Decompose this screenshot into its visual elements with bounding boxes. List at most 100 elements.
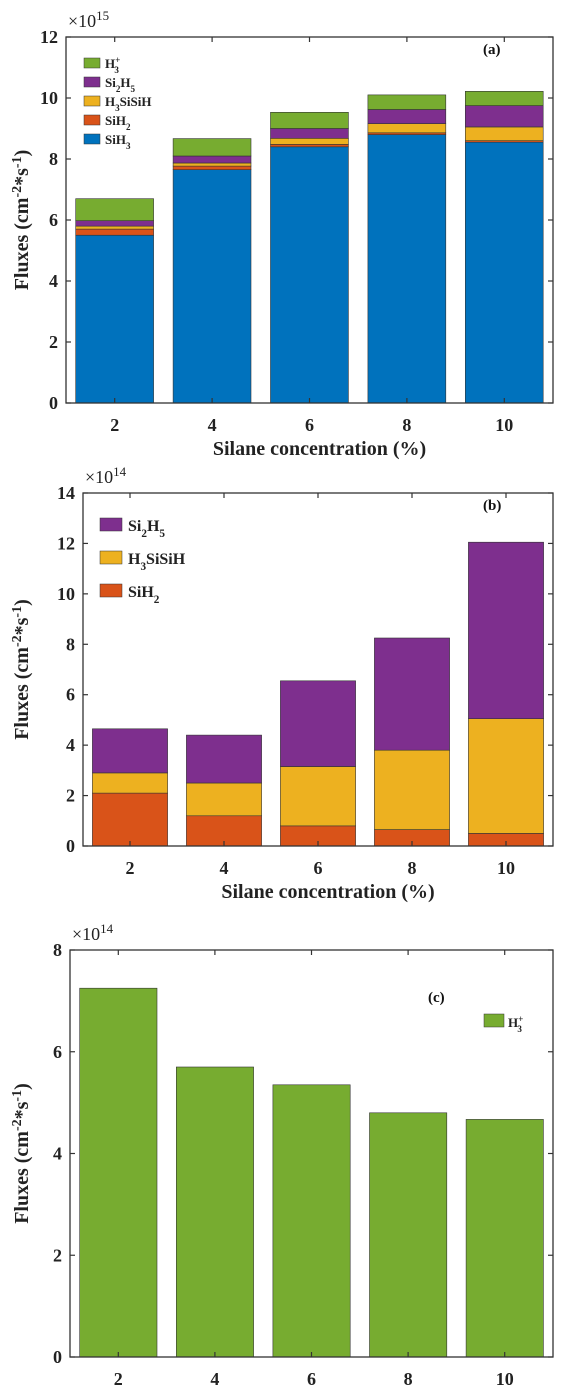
legend-swatch-H3plus bbox=[483, 1013, 505, 1028]
y-tick-label: 10 bbox=[57, 584, 75, 604]
legend-swatch-SiH2 bbox=[99, 583, 123, 598]
y-tick-label: 2 bbox=[49, 332, 58, 352]
x-tick-label: 6 bbox=[305, 415, 314, 435]
y-axis-label: Fluxes (cm-2*s-1) bbox=[10, 1083, 34, 1224]
bar-H3plus-10 bbox=[465, 1119, 544, 1358]
chart-panel-2: 0 2 4 6 8 10 12 14 2 4 6 8 10 Silane concentration (%… bbox=[10, 464, 554, 903]
bar-H3plus-2 bbox=[75, 198, 154, 221]
legend-label-Si2H5: Si2H5 bbox=[105, 75, 136, 94]
legend-swatch-SiH3 bbox=[83, 133, 101, 145]
legend-swatch-Si2H5 bbox=[83, 76, 101, 88]
y-tick-label: 0 bbox=[49, 393, 58, 413]
x-tick-label: 2 bbox=[110, 415, 119, 435]
y-tick-label: 0 bbox=[53, 1347, 62, 1367]
x-tick-label: 8 bbox=[404, 1369, 413, 1389]
y-tick-label: 8 bbox=[66, 634, 75, 654]
bar-SiH3-2 bbox=[75, 235, 154, 404]
legend-swatch-Si2H5 bbox=[99, 517, 123, 532]
bar-Si2H5-6 bbox=[270, 128, 349, 139]
bar-H3SiSiH-2 bbox=[75, 225, 154, 230]
bar-H3plus-2 bbox=[79, 987, 158, 1358]
bar-Si2H5-10 bbox=[464, 105, 544, 128]
x-tick-label: 2 bbox=[126, 858, 135, 878]
chart-panel-1: 0 2 4 6 8 10 12 2 4 6 8 10 Silane concentration (%) F… bbox=[10, 8, 554, 460]
bar-SiH2-4 bbox=[172, 165, 252, 171]
bar-H3SiSiH-10 bbox=[464, 126, 544, 141]
y-axis-label: Fluxes (cm-2*s-1) bbox=[10, 599, 34, 740]
x-tick-label: 8 bbox=[402, 415, 411, 435]
y-tick-label: 4 bbox=[66, 735, 75, 755]
bar-SiH2-2 bbox=[92, 792, 168, 847]
x-tick-label: 6 bbox=[314, 858, 323, 878]
chart-panel-3: 02468246810Silane concentration (%)Fluxe… bbox=[10, 921, 554, 1393]
legend-label-H3SiSiH: H3SiSiH bbox=[128, 551, 186, 573]
y-axis-label: Fluxes (cm-2*s-1) bbox=[10, 150, 34, 291]
x-tick-label: 4 bbox=[208, 415, 217, 435]
x-tick-label: 2 bbox=[114, 1369, 123, 1389]
x-axis-label: Silane concentration (%) bbox=[221, 881, 434, 903]
bar-H3SiSiH-6 bbox=[280, 766, 356, 827]
bar-H3plus-4 bbox=[172, 138, 252, 157]
bar-SiH3-8 bbox=[367, 134, 447, 404]
legend-swatch-H3SiSiH bbox=[99, 550, 123, 565]
bar-H3plus-6 bbox=[272, 1084, 351, 1358]
x-tick-label: 6 bbox=[307, 1369, 316, 1389]
bar-SiH3-10 bbox=[464, 141, 544, 404]
legend-label-H3SiSiH: H3SiSiH bbox=[105, 94, 151, 113]
y-tick-label: 10 bbox=[40, 88, 58, 108]
legend-swatch-H3SiSiH bbox=[83, 95, 101, 107]
panel-label: (c) bbox=[428, 990, 445, 1006]
legend-label-SiH2: SiH2 bbox=[128, 584, 160, 606]
y-tick-label: 6 bbox=[49, 210, 58, 230]
y-tick-label: 2 bbox=[66, 786, 75, 806]
legend-swatch-H3plus bbox=[83, 57, 101, 69]
bar-Si2H5-2 bbox=[75, 220, 154, 227]
axis-multiplier: ×1014 bbox=[72, 921, 114, 945]
x-tick-label: 4 bbox=[210, 1369, 219, 1389]
y-tick-label: 4 bbox=[53, 1144, 62, 1164]
y-tick-label: 14 bbox=[57, 483, 75, 503]
y-tick-label: 2 bbox=[53, 1245, 62, 1265]
axis-multiplier: ×1014 bbox=[85, 464, 127, 488]
bar-SiH3-6 bbox=[270, 146, 349, 404]
y-tick-label: 0 bbox=[66, 836, 75, 856]
bar-H3SiSiH-4 bbox=[172, 162, 252, 167]
x-tick-label: 8 bbox=[408, 858, 417, 878]
legend-label-H3plus: H+ 3 bbox=[508, 1014, 523, 1034]
y-tick-label: 4 bbox=[49, 271, 58, 291]
bar-H3SiSiH-2 bbox=[92, 772, 168, 794]
bar-H3SiSiH-8 bbox=[374, 749, 450, 830]
bar-SiH2-4 bbox=[186, 815, 262, 847]
bar-H3SiSiH-6 bbox=[270, 138, 349, 145]
bar-H3SiSiH-8 bbox=[367, 123, 447, 134]
panel-label: (b) bbox=[483, 498, 501, 514]
bar-SiH2-2 bbox=[75, 228, 154, 236]
x-tick-label: 4 bbox=[220, 858, 229, 878]
legend-label-H3plus: H+ 3 bbox=[105, 55, 120, 75]
x-axis-label: Silane concentration (%) bbox=[213, 438, 426, 460]
x-tick-label: 10 bbox=[495, 415, 513, 435]
bar-Si2H5-6 bbox=[280, 680, 356, 767]
x-tick-label: 10 bbox=[496, 1369, 514, 1389]
legend-swatch-SiH2 bbox=[83, 114, 101, 126]
y-tick-label: 12 bbox=[40, 27, 58, 47]
bar-Si2H5-8 bbox=[374, 637, 450, 751]
legend-label-Si2H5: Si2H5 bbox=[128, 518, 165, 540]
y-tick-label: 6 bbox=[53, 1042, 62, 1062]
bar-H3plus-8 bbox=[367, 94, 447, 110]
bar-H3plus-4 bbox=[176, 1066, 254, 1358]
y-tick-label: 8 bbox=[49, 149, 58, 169]
panel-label: (a) bbox=[483, 42, 501, 58]
bar-H3plus-10 bbox=[464, 91, 544, 106]
bar-Si2H5-4 bbox=[186, 734, 262, 784]
bar-H3plus-6 bbox=[270, 112, 349, 129]
bar-H3plus-8 bbox=[369, 1112, 448, 1358]
bar-Si2H5-8 bbox=[367, 109, 447, 124]
legend-label-SiH2: SiH2 bbox=[105, 113, 131, 132]
bar-Si2H5-4 bbox=[172, 155, 252, 164]
bar-Si2H5-2 bbox=[92, 728, 168, 774]
bar-H3SiSiH-4 bbox=[186, 782, 262, 817]
bar-SiH2-6 bbox=[270, 144, 349, 148]
bar-H3SiSiH-10 bbox=[468, 718, 544, 834]
